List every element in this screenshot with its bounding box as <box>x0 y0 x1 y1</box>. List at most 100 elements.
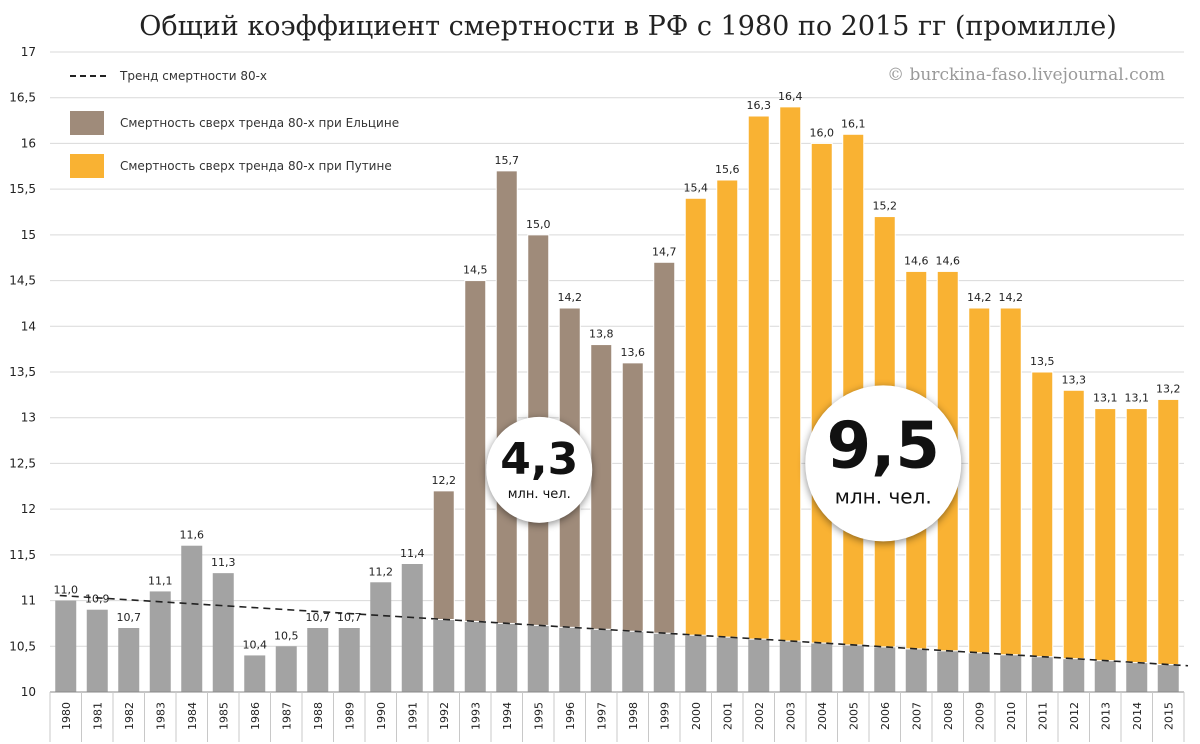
data-label: 15,7 <box>495 154 520 167</box>
bar-excess <box>1031 371 1054 658</box>
bar-excess <box>464 280 487 622</box>
x-tick-label: 1987 <box>280 702 293 730</box>
y-tick-label: 14 <box>21 319 36 333</box>
legend-putin-swatch <box>70 154 104 178</box>
bar <box>244 655 266 692</box>
x-tick-label: 1996 <box>564 702 577 730</box>
x-tick-label: 2015 <box>1162 702 1175 730</box>
data-label: 15,2 <box>873 200 898 213</box>
data-label: 15,0 <box>526 218 551 231</box>
bar-base <box>968 652 990 692</box>
x-tick-label: 2006 <box>879 702 892 730</box>
grid-layer <box>50 51 1184 693</box>
bar <box>118 628 140 692</box>
bar-base <box>653 633 675 692</box>
bar <box>401 564 423 692</box>
x-tick-label: 1990 <box>375 702 388 730</box>
bar-base <box>433 619 455 692</box>
x-tick-label: 1988 <box>312 702 325 730</box>
x-tick-label: 1986 <box>249 702 262 730</box>
x-tick-label: 2009 <box>973 702 986 730</box>
data-label: 14,5 <box>463 264 488 277</box>
x-tick-label: 1983 <box>154 702 167 730</box>
bar-base <box>842 644 864 692</box>
legend-label: Смертность сверх тренда 80-х при Ельцине <box>120 116 399 130</box>
bar-base <box>622 631 644 692</box>
bar-base <box>496 623 518 692</box>
x-tick-label: 1994 <box>501 702 514 730</box>
x-tick-label: 2004 <box>816 702 829 730</box>
legend-yeltsin-swatch <box>70 111 104 135</box>
bar-base <box>1126 662 1148 692</box>
bar <box>307 628 329 692</box>
bar <box>212 573 234 692</box>
x-tick-label: 1998 <box>627 702 640 730</box>
annotation-value: 9,5 <box>827 409 940 483</box>
y-tick-label: 16,5 <box>9 91 36 105</box>
y-tick-label: 11,5 <box>9 548 36 562</box>
bar-base <box>811 643 833 692</box>
bar-base <box>905 648 927 692</box>
labels-layer: 11,0 10,9 10,7 11,1 11,6 11,3 10,4 10,5 10,7 10,7… <box>54 90 1181 652</box>
data-label: 10,7 <box>306 611 331 624</box>
trend-layer <box>59 594 1189 667</box>
data-label: 11,4 <box>400 547 425 560</box>
y-tick-label: 15 <box>21 228 36 242</box>
x-tick-label: 1989 <box>343 702 356 730</box>
data-label: 13,1 <box>1093 392 1118 405</box>
x-tick-label: 2003 <box>784 702 797 730</box>
data-label: 10,7 <box>337 611 362 624</box>
legend: Тренд смертности 80-х Смертность сверх тр… <box>70 69 399 178</box>
bar-excess <box>432 490 455 621</box>
bar-base <box>685 635 707 692</box>
x-tick-label: 1991 <box>406 702 419 730</box>
y-tick-label: 15,5 <box>9 182 36 196</box>
x-tick-label: 1995 <box>532 702 545 730</box>
y-tick-label: 10,5 <box>9 639 36 653</box>
bar-base <box>1031 656 1053 692</box>
x-tick-label: 1997 <box>595 702 608 730</box>
bar <box>181 545 203 692</box>
bar-excess <box>621 362 644 632</box>
data-label: 11,0 <box>54 584 79 597</box>
y-tick-label: 13 <box>21 411 36 425</box>
data-label: 11,6 <box>180 529 205 542</box>
bar-excess <box>747 115 770 640</box>
y-tick-label: 17 <box>21 45 36 59</box>
data-label: 13,6 <box>621 346 646 359</box>
data-label: 13,1 <box>1125 392 1150 405</box>
y-tick-label: 14,5 <box>9 274 36 288</box>
data-label: 14,6 <box>936 254 961 267</box>
data-label: 14,7 <box>652 245 677 258</box>
data-label: 16,1 <box>841 117 866 130</box>
legend-label: Смертность сверх тренда 80-х при Путине <box>120 159 392 173</box>
bar-excess <box>1094 408 1117 662</box>
x-tick-label: 2010 <box>1005 702 1018 730</box>
bars-layer <box>55 106 1180 692</box>
bar <box>55 600 77 692</box>
bar-base <box>748 639 770 692</box>
annotation-unit: млн. чел. <box>508 487 571 502</box>
x-tick-label: 1992 <box>438 702 451 730</box>
data-label: 11,2 <box>369 565 394 578</box>
data-label: 14,2 <box>967 291 992 304</box>
x-tick-label: 2008 <box>942 702 955 730</box>
data-label: 13,3 <box>1062 373 1087 386</box>
bar-base <box>464 621 486 692</box>
bar-base <box>937 650 959 692</box>
annotation-circle <box>805 385 962 542</box>
bar-base <box>590 629 612 692</box>
bar-base <box>1000 654 1022 692</box>
bar-base <box>527 625 549 692</box>
y-tick-label: 12,5 <box>9 456 36 470</box>
x-tick-label: 2001 <box>721 702 734 730</box>
data-label: 14,2 <box>558 291 583 304</box>
data-label: 15,4 <box>684 181 709 194</box>
bar-excess <box>684 197 707 636</box>
x-tick-label: 1982 <box>123 702 136 730</box>
data-label: 14,6 <box>904 254 929 267</box>
data-label: 10,5 <box>274 629 299 642</box>
x-tick-label: 2012 <box>1068 702 1081 730</box>
data-label: 10,7 <box>117 611 142 624</box>
